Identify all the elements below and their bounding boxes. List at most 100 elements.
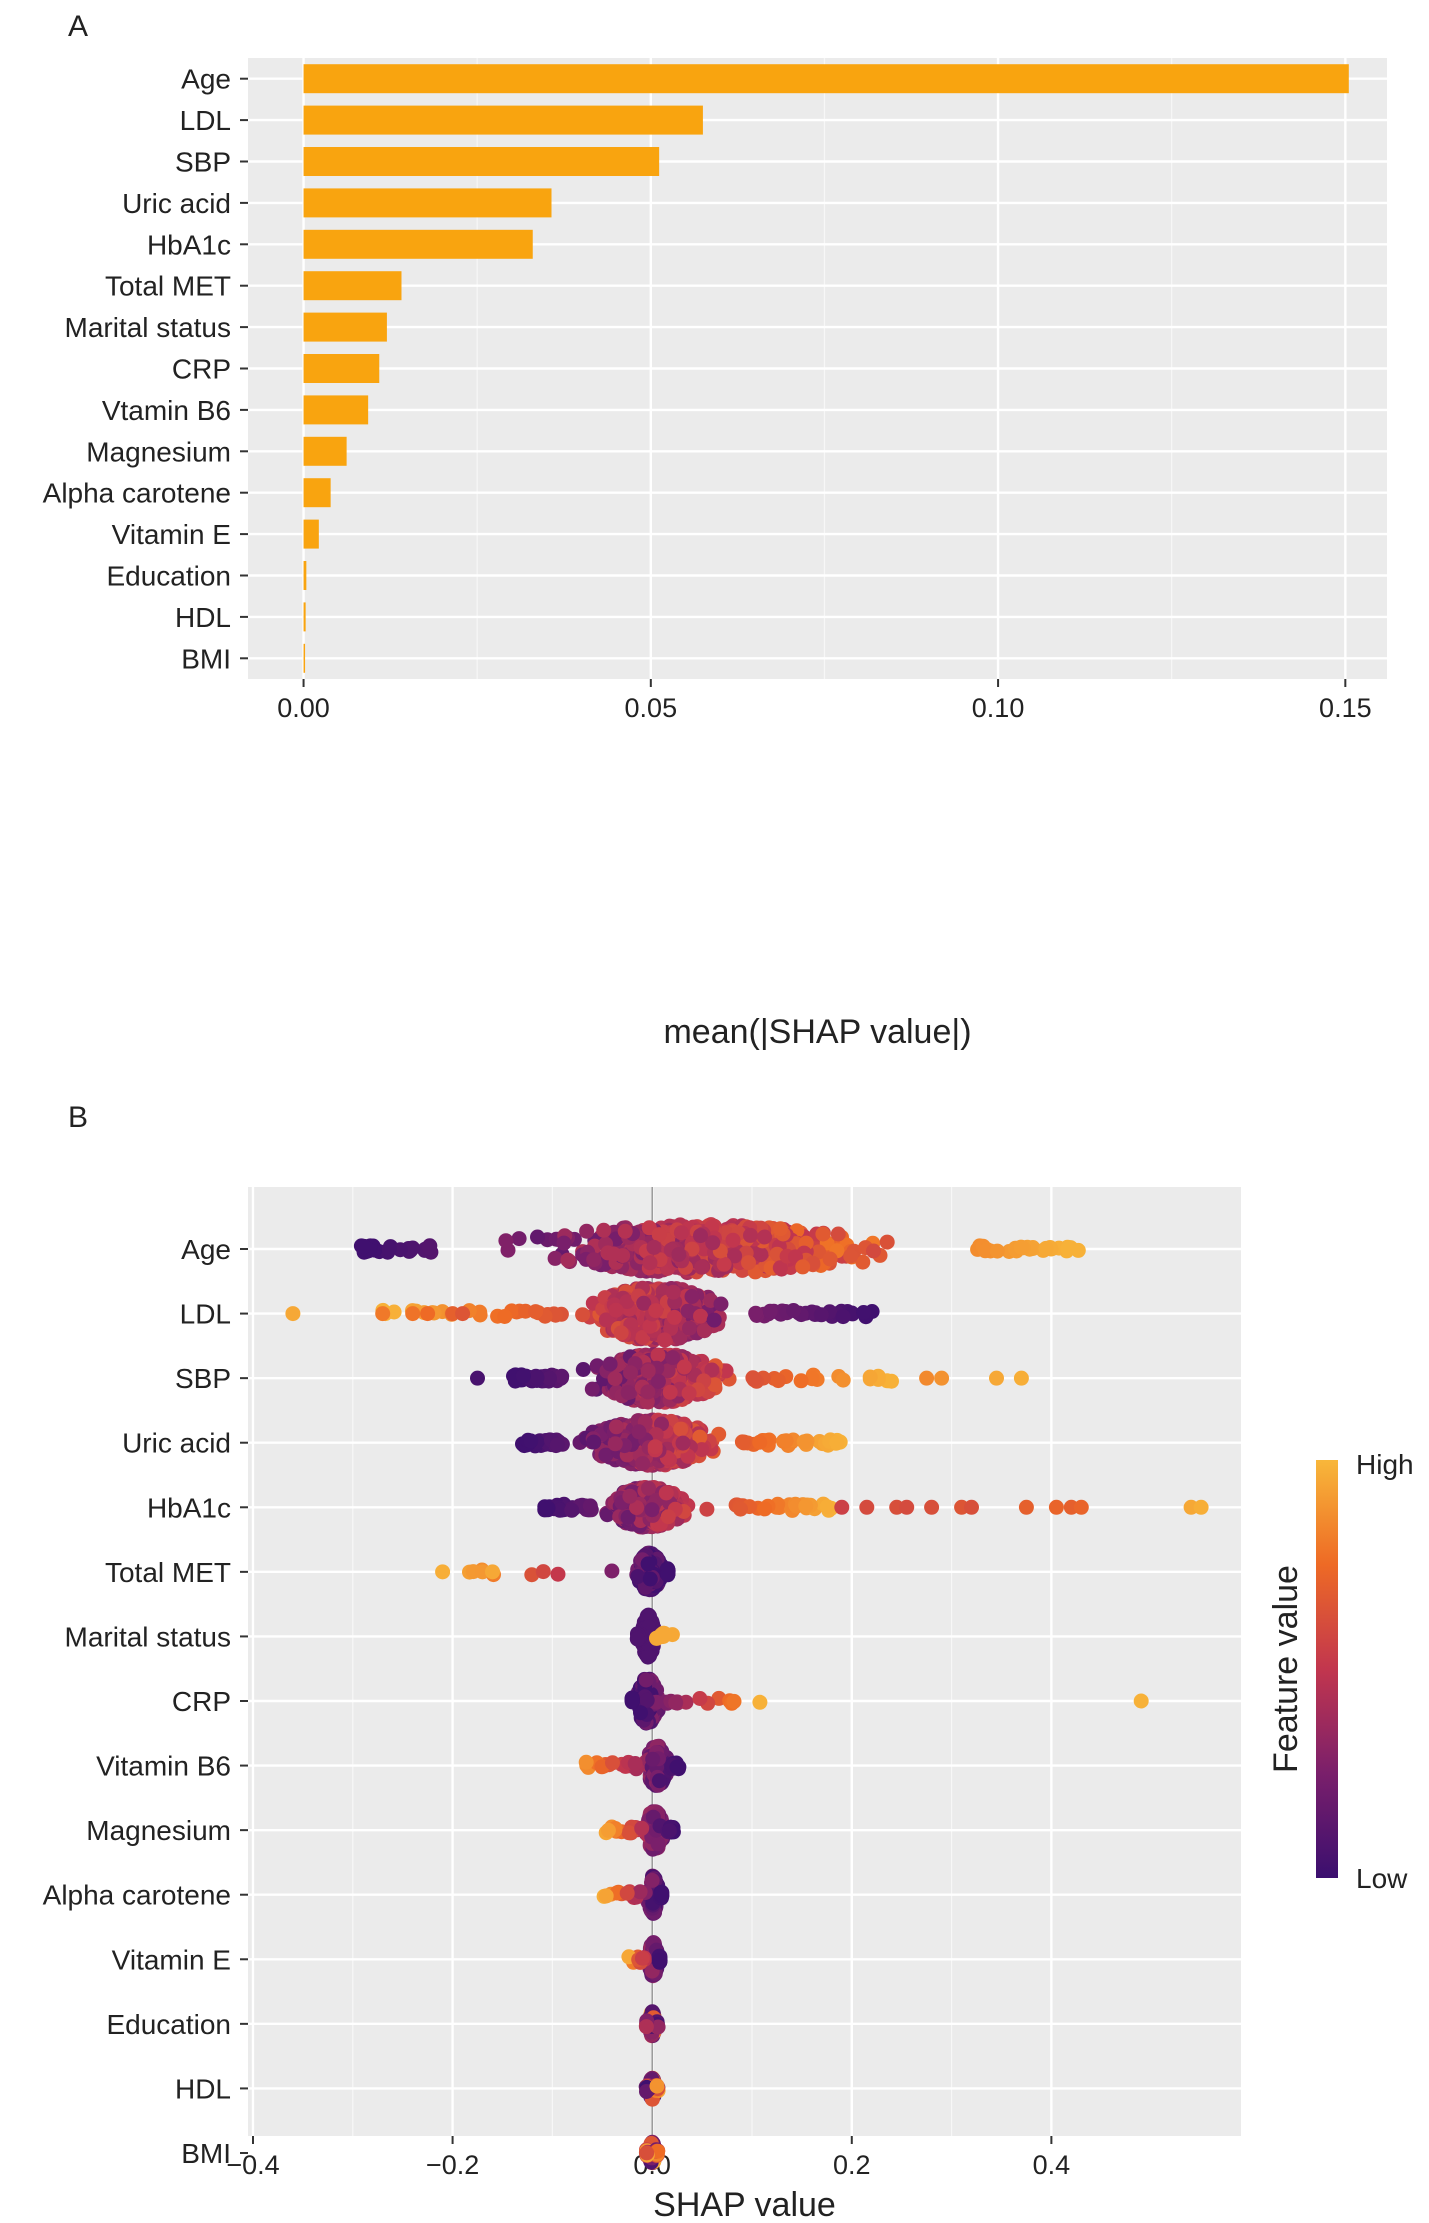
bar-age	[303, 64, 1349, 94]
swarm-point	[879, 1234, 895, 1250]
panel-a-y-label-vitamin-e: Vitamin E	[112, 519, 231, 550]
swarm-point	[605, 1755, 620, 1771]
swarm-point	[607, 1436, 623, 1452]
bar-sbp	[303, 147, 660, 176]
swarm-point	[725, 1232, 741, 1248]
swarm-point	[815, 1226, 831, 1242]
swarm-point	[542, 1370, 557, 1386]
panel-b-y-label-hba1c: HbA1c	[147, 1492, 231, 1523]
swarm-point	[660, 1363, 676, 1379]
swarm-point	[856, 1305, 872, 1320]
swarm-point	[793, 1373, 809, 1389]
swarm-point	[556, 1235, 572, 1251]
swarm-point	[675, 1435, 691, 1451]
swarm-outlier-point	[829, 1435, 845, 1451]
swarm-point	[830, 1226, 846, 1242]
swarm-point	[673, 1421, 689, 1437]
panel-a-x-tick-label: 0.00	[277, 693, 330, 723]
swarm-point	[681, 1385, 697, 1401]
swarm-point	[757, 1229, 772, 1245]
panel-a-x-axis-title: mean(|SHAP value|)	[663, 1013, 971, 1051]
panel-b-y-label-magnesium: Magnesium	[86, 1815, 231, 1846]
swarm-outlier-point	[924, 1499, 940, 1515]
swarm-point	[713, 1296, 729, 1312]
swarm-point	[813, 1307, 829, 1323]
swarm-point	[819, 1499, 835, 1515]
panel-b-y-label-education: Education	[106, 2009, 231, 2040]
swarm-point	[757, 1501, 773, 1517]
swarm-point	[762, 1303, 778, 1319]
swarm-point	[635, 1330, 651, 1345]
swarm-outlier-point	[834, 1499, 850, 1515]
panel-a-y-label-uric-acid: Uric acid	[122, 188, 231, 219]
swarm-point	[699, 1501, 715, 1517]
swarm-outlier-point	[435, 1564, 451, 1580]
swarm-point	[705, 1235, 721, 1251]
swarm-point	[665, 1284, 681, 1300]
swarm-point	[635, 1456, 651, 1472]
swarm-point	[640, 1384, 656, 1400]
swarm-point	[579, 1223, 595, 1239]
swarm-point	[651, 1773, 667, 1789]
swarm-point	[647, 1439, 663, 1455]
swarm-outlier-point	[455, 1306, 471, 1322]
swarm-point	[617, 1223, 633, 1239]
swarm-point	[682, 1320, 697, 1336]
bar-hdl	[303, 602, 306, 632]
swarm-sbp	[470, 1347, 1029, 1410]
swarm-point	[584, 1381, 600, 1397]
swarm-point	[640, 1556, 656, 1572]
swarm-point	[716, 1256, 732, 1272]
swarm-point	[648, 1303, 664, 1319]
swarm-outlier-point	[1193, 1499, 1209, 1515]
panel-b-y-label-crp: CRP	[172, 1686, 231, 1717]
swarm-point	[726, 1693, 742, 1709]
swarm-point	[528, 1304, 544, 1320]
swarm-point	[554, 1368, 570, 1384]
swarm-point	[636, 1295, 652, 1311]
swarm-point	[650, 1373, 666, 1389]
swarm-outlier-point	[375, 1306, 391, 1322]
bar-vitamin-e	[303, 519, 319, 549]
swarm-point	[862, 1369, 878, 1385]
swarm-point	[741, 1255, 756, 1271]
swarm-point	[649, 2078, 665, 2094]
swarm-point	[795, 1259, 811, 1275]
swarm-point	[843, 1248, 859, 1264]
swarm-point	[693, 1308, 708, 1324]
swarm-point	[657, 1332, 672, 1348]
swarm-point	[629, 1631, 645, 1647]
swarm-point	[727, 1248, 743, 1264]
swarm-point	[646, 1239, 662, 1255]
swarm-point	[575, 1307, 591, 1323]
swarm-point	[752, 1434, 768, 1450]
swarm-outlier-point	[1018, 1499, 1034, 1515]
bar-uric-acid	[303, 188, 552, 218]
swarm-point	[693, 1228, 708, 1244]
swarm-point	[586, 1252, 602, 1268]
swarm-point	[822, 1251, 838, 1267]
swarm-point	[596, 1222, 612, 1238]
panel-a-label: A	[68, 10, 88, 43]
swarm-point	[607, 1371, 623, 1387]
swarm-point	[694, 1259, 710, 1275]
swarm-outlier-point	[964, 1499, 979, 1515]
swarm-point	[421, 1240, 437, 1256]
swarm-outlier-point	[934, 1370, 950, 1386]
swarm-point	[746, 1371, 762, 1387]
swarm-outlier-point	[405, 1306, 421, 1322]
swarm-point	[642, 1571, 658, 1587]
panel-a-y-label-ldl: LDL	[180, 105, 231, 136]
bar-total-met	[303, 271, 402, 301]
swarm-point	[604, 1563, 620, 1579]
swarm-point	[733, 1501, 748, 1517]
swarm-point	[600, 1822, 616, 1838]
panel-a-y-label-hdl: HDL	[175, 602, 231, 633]
swarm-point	[602, 1356, 618, 1372]
swarm-point	[884, 1373, 899, 1389]
panel-a-y-label-crp: CRP	[172, 354, 231, 385]
swarm-point	[650, 1836, 666, 1852]
panel-b-plot-background	[248, 1187, 1241, 2136]
swarm-point	[811, 1244, 826, 1260]
swarm-point	[619, 1885, 635, 1901]
